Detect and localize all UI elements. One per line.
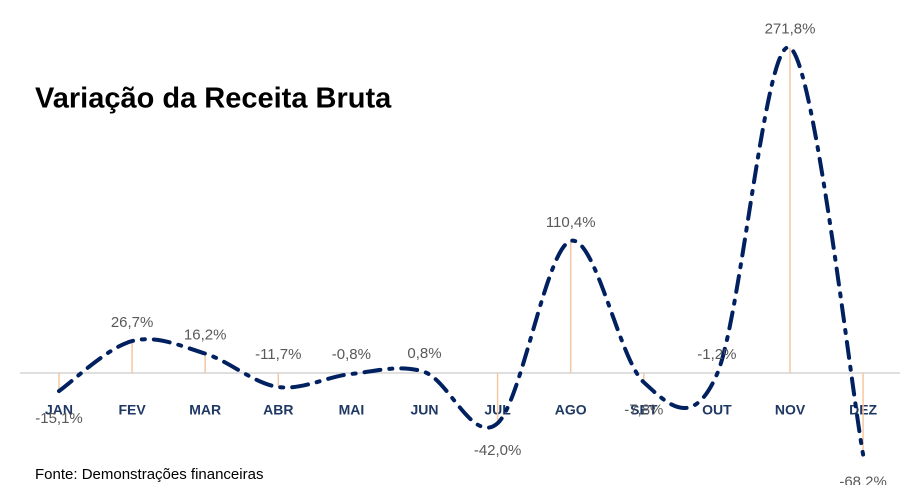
data-label: -42,0% <box>474 442 522 459</box>
data-label: -7,8% <box>624 401 663 418</box>
x-tick-label: AGO <box>555 402 587 418</box>
x-tick-label: MAI <box>339 402 365 418</box>
x-tick-label: SET <box>630 402 658 418</box>
data-label: -11,7% <box>255 346 301 363</box>
x-tick-label: MAR <box>189 402 221 418</box>
data-label: -68,2% <box>839 474 887 485</box>
data-label: 271,8% <box>765 21 816 38</box>
data-label: 16,2% <box>184 327 227 344</box>
x-tick-label: ABR <box>263 402 293 418</box>
data-label: -15,1% <box>35 410 83 427</box>
data-label: 110,4% <box>546 214 596 231</box>
data-label: -1,2% <box>697 346 736 363</box>
x-tick-label: OUT <box>702 402 732 418</box>
x-tick-label: JUN <box>410 402 438 418</box>
data-label: 26,7% <box>111 314 154 331</box>
data-label: 0,8% <box>407 345 441 362</box>
line-series <box>57 45 866 457</box>
x-tick-label: NOV <box>775 402 806 418</box>
chart-title: Variação da Receita Bruta <box>35 83 392 115</box>
x-tick-label: FEV <box>118 402 146 418</box>
source-note: Fonte: Demonstrações financeiras <box>35 466 263 483</box>
x-tick-label: JAN <box>45 402 73 418</box>
data-label: -0,8% <box>332 346 371 363</box>
